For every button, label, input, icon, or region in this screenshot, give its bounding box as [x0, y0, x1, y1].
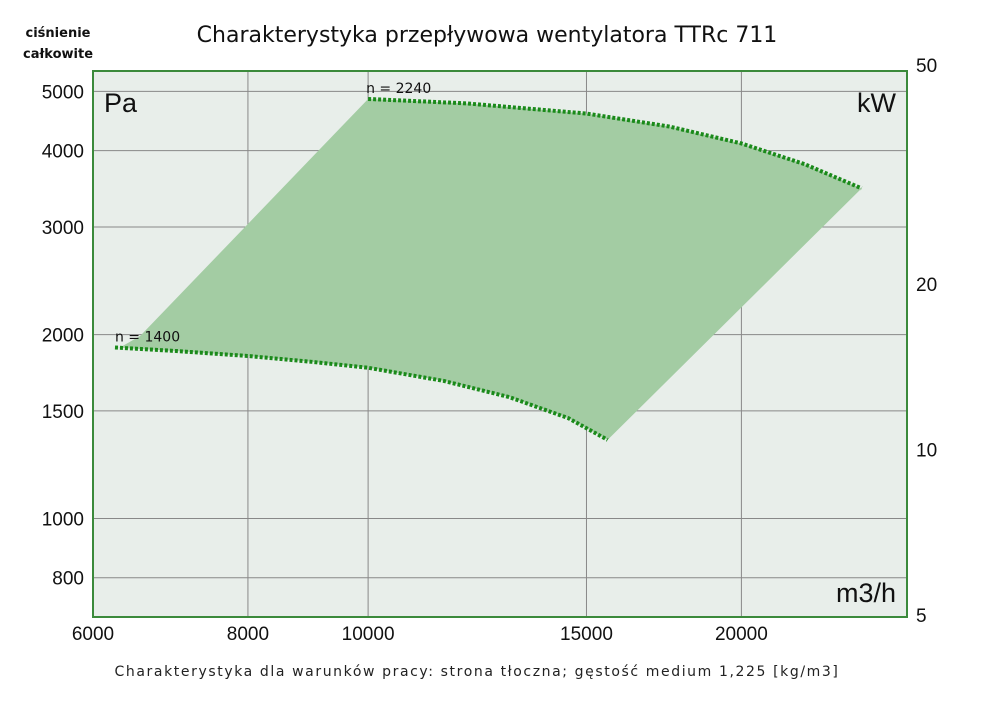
- y2-tick-label: 20: [916, 275, 937, 296]
- y-axis-label-line2: całkowite: [23, 47, 93, 62]
- x-tick-label: 10000: [342, 624, 395, 645]
- y-tick-label: 5000: [42, 82, 84, 103]
- operating-region: [114, 98, 862, 440]
- y-unit-label: Pa: [104, 88, 138, 118]
- y-tick-label: 800: [52, 569, 84, 590]
- footnote: Charakterystyka dla warunków pracy: stro…: [115, 664, 840, 680]
- x-tick-label: 8000: [227, 624, 269, 645]
- speed-curve-2240: [368, 96, 863, 191]
- y-tick-label: 3000: [42, 218, 84, 239]
- y2-tick-label: 50: [916, 56, 937, 77]
- x-tick-label: 15000: [560, 624, 613, 645]
- speed-curve-1400: [114, 345, 609, 442]
- y-tick-label: 4000: [42, 142, 84, 163]
- chart-title: Charakterystyka przepływowa wentylatora …: [197, 23, 778, 48]
- y-axis-label-line1: ciśnienie: [26, 26, 91, 41]
- y2-tick-label: 5: [916, 606, 927, 627]
- x-unit-label: m3/h: [836, 578, 896, 608]
- plot-frame: [92, 70, 908, 618]
- y-tick-label: 1000: [42, 510, 84, 531]
- y-tick-label: 1500: [42, 402, 84, 423]
- x-tick-label: 20000: [715, 624, 768, 645]
- y2-tick-label: 10: [916, 440, 937, 461]
- curve-label: n = 2240: [366, 81, 431, 97]
- x-tick-label: 6000: [72, 624, 114, 645]
- y-tick-label: 2000: [42, 326, 84, 347]
- ticks: 6000 8000 10000 15000 20000 800 1000 1500 2000 30…: [42, 56, 937, 645]
- y2-unit-label: kW: [857, 88, 897, 118]
- curves: n = 1400 n = 2240: [114, 81, 863, 442]
- curve-label: n = 1400: [115, 329, 180, 345]
